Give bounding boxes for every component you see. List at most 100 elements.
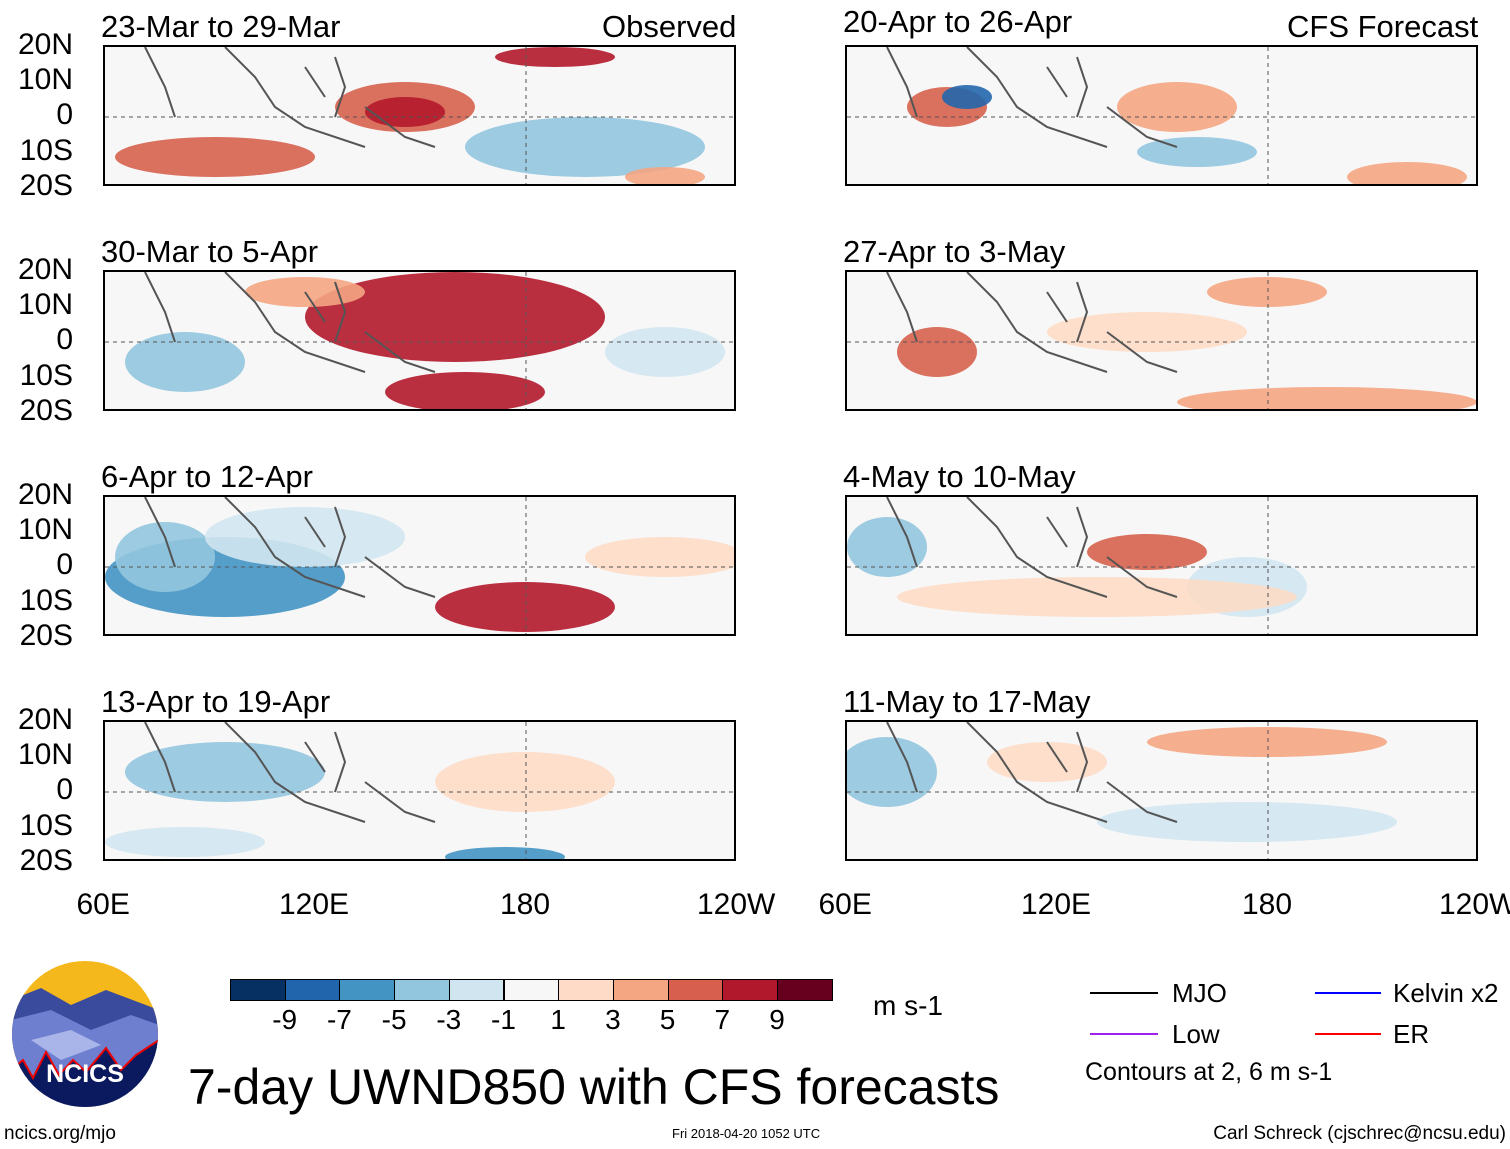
panel-title: 30-Mar to 5-Apr (101, 234, 319, 269)
lat-label: 10N (17, 288, 73, 322)
map-panel (103, 495, 736, 636)
anomaly-map (847, 47, 1476, 184)
colorbar-label: 5 (659, 1004, 676, 1035)
anomaly-region (1117, 82, 1237, 132)
colorbar-swatch (394, 979, 450, 1001)
anomaly-region (1047, 312, 1247, 352)
lon-label: 180 (500, 888, 551, 921)
lat-label: 0 (56, 548, 73, 582)
anomaly-region (1347, 162, 1467, 184)
anomaly-region (205, 507, 405, 567)
lat-label: 10N (17, 513, 73, 547)
anomaly-region (897, 577, 1297, 617)
anomaly-region (365, 97, 445, 127)
coastline (886, 272, 1178, 373)
lat-label: 10S (19, 583, 73, 617)
colorbar-swatch (558, 979, 614, 1001)
map-panel (845, 270, 1478, 411)
anomaly-region (625, 167, 705, 184)
anomaly-map (105, 272, 734, 409)
lat-label: 10S (19, 808, 73, 842)
anomaly-region (105, 827, 265, 857)
colorbar-swatch (284, 979, 341, 1001)
colorbar-swatch (667, 979, 724, 1001)
lon-label: 60E (76, 888, 130, 921)
panel-title: 6-Apr to 12-Apr (101, 459, 313, 494)
lat-label: 10S (19, 358, 73, 392)
contours-note: Contours at 2, 6 m s-1 (1085, 1058, 1333, 1086)
panel-title: 20-Apr to 26-Apr (843, 4, 1073, 39)
panel-title: 11-May to 17-May (843, 684, 1091, 719)
anomaly-map (105, 722, 734, 859)
anomaly-region (847, 737, 937, 807)
lat-label: 20N (17, 478, 73, 511)
anomaly-region (495, 47, 615, 67)
legend-mjo: MJO (1172, 978, 1227, 1008)
colorbar-swatch (722, 979, 778, 1001)
colorbar-label: -5 (381, 1004, 407, 1035)
legend-low: Low (1172, 1019, 1220, 1049)
anomaly-region (1087, 534, 1207, 570)
coastline (144, 497, 436, 598)
colorbar-label: 1 (550, 1004, 566, 1035)
er-line (1315, 1033, 1381, 1035)
mjo-line (1090, 992, 1158, 994)
panel-label: CFS Forecast (1287, 9, 1479, 44)
map-panel (845, 45, 1478, 186)
panel-title: 23-Mar to 29-Mar (101, 9, 341, 44)
kelvin-line (1315, 992, 1381, 994)
colorbar-units: m s-1 (873, 990, 943, 1021)
anomaly-region (115, 522, 215, 592)
anomaly-region (847, 517, 927, 577)
lon-label: 120W (697, 888, 776, 921)
low-line (1090, 1033, 1158, 1035)
ncics-logo: NCICS (11, 960, 159, 1108)
lat-label: 20N (17, 703, 73, 736)
legend-er: ER (1393, 1019, 1430, 1049)
lon-label: 120E (1021, 888, 1092, 921)
anomaly-map (847, 272, 1476, 409)
lat-label: 10N (17, 738, 73, 772)
anomaly-map (847, 722, 1476, 859)
lat-label: 20S (19, 618, 73, 652)
anomaly-region (1177, 387, 1476, 409)
lon-label: 180 (1242, 888, 1293, 921)
panel-title: 13-Apr to 19-Apr (101, 684, 331, 719)
lat-label: 0 (56, 323, 73, 357)
footer-url[interactable]: ncics.org/mjo (4, 1123, 116, 1144)
map-panel (103, 270, 736, 411)
colorbar-label: -9 (272, 1004, 298, 1035)
colorbar-swatch (448, 979, 505, 1001)
colorbar-label: -3 (436, 1004, 462, 1035)
anomaly-region (125, 332, 245, 392)
anomaly-region (1137, 137, 1257, 167)
footer-author: Carl Schreck (cjschrec@ncsu.edu) (1213, 1123, 1506, 1144)
coastline (886, 497, 1178, 598)
colorbar-label: 9 (769, 1004, 785, 1035)
coastline (886, 47, 1178, 148)
lat-label: 10N (17, 63, 73, 97)
colorbar-swatch (230, 979, 286, 1001)
lat-label: 20S (19, 843, 73, 877)
anomaly-region (897, 327, 977, 377)
colorbar-label: -1 (491, 1004, 516, 1035)
colorbar-label: 7 (714, 1004, 731, 1035)
panel-title: 27-Apr to 3-May (843, 234, 1066, 269)
anomaly-region (1147, 727, 1387, 757)
panel-label: Observed (602, 9, 737, 44)
map-panel (845, 720, 1478, 861)
footer-timestamp: Fri 2018-04-20 1052 UTC (672, 1126, 821, 1141)
map-panel (103, 720, 736, 861)
anomaly-region (435, 752, 615, 812)
lon-label: 60E (818, 888, 872, 921)
anomaly-region (1207, 277, 1327, 307)
svg-text:NCICS: NCICS (46, 1060, 124, 1088)
coastline (886, 722, 1178, 823)
anomaly-map (105, 47, 734, 184)
colorbar-swatch (612, 979, 669, 1001)
anomaly-region (115, 137, 315, 177)
map-panel (845, 495, 1478, 636)
coastline (144, 47, 436, 148)
anomaly-region (125, 742, 325, 802)
figure-title: 7-day UWND850 with CFS forecasts (188, 1059, 1000, 1115)
